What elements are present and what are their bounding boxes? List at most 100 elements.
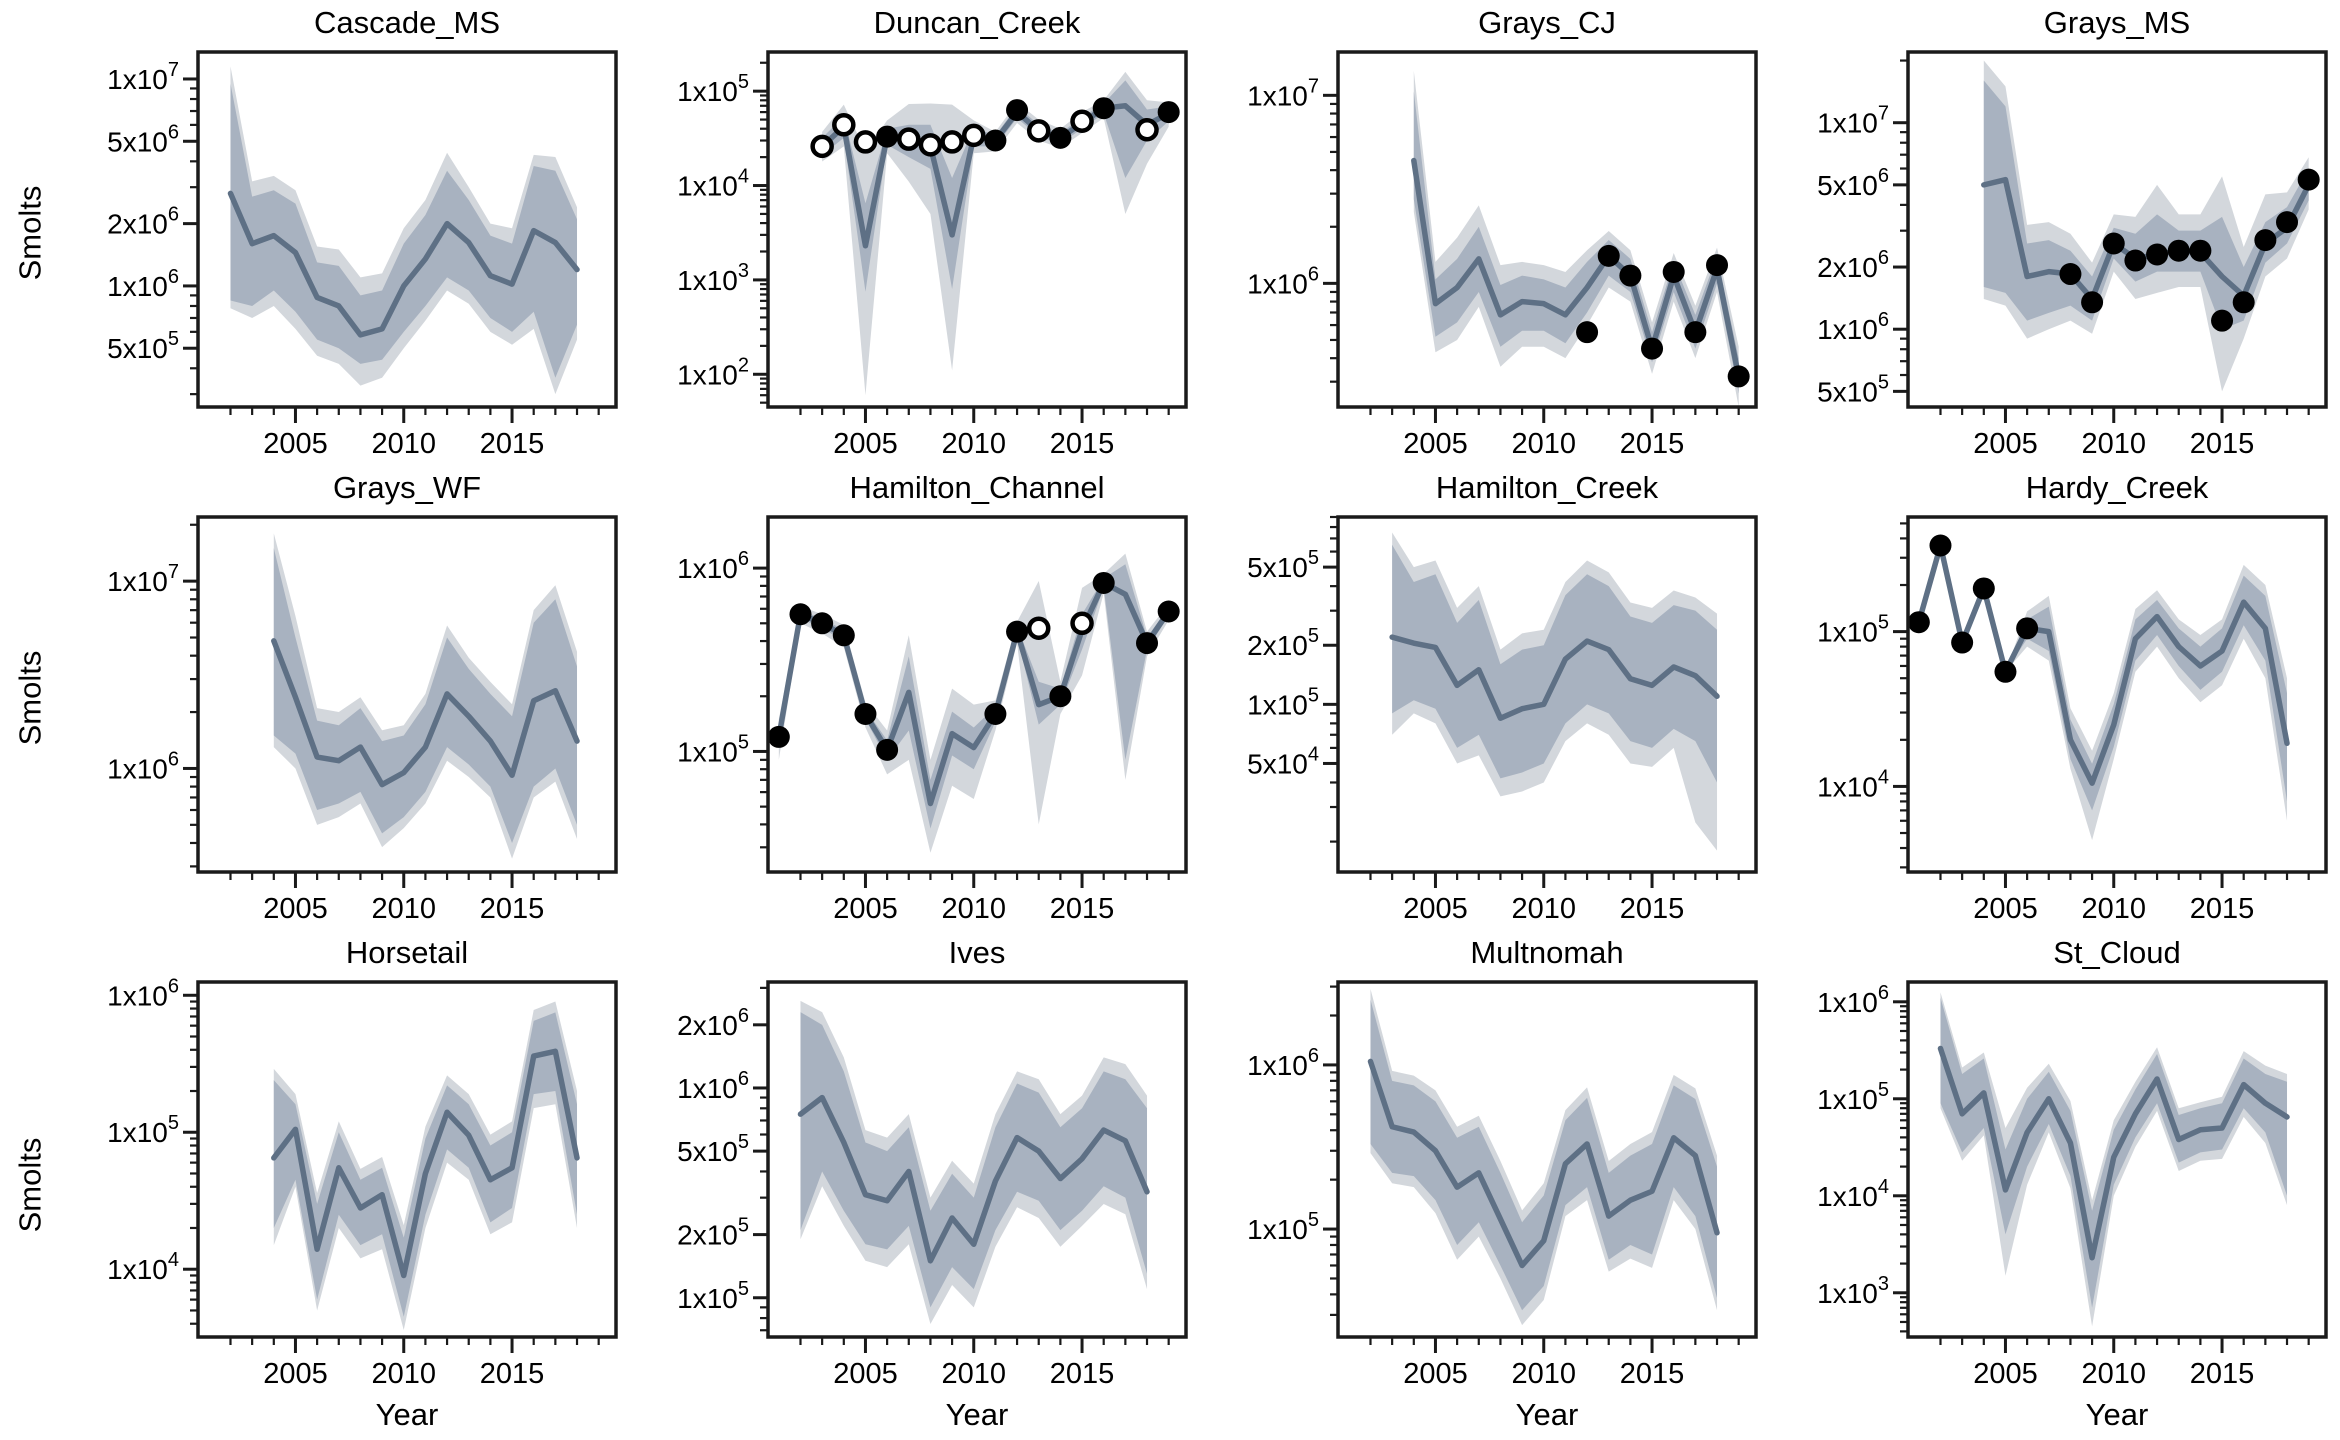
observed-point-filled [2167,239,2190,262]
estimate-line [1981,176,2312,302]
observed-point-filled [2276,211,2299,234]
panel-border [1906,980,2328,1339]
credible-ribbon [273,548,578,843]
observed-point-open [1026,119,1051,143]
observed-point-open [918,133,943,157]
observed-point-filled [832,624,855,647]
y-tick-label: 1x107 [1817,103,1889,139]
panel-horsetail: 1x106 1x105 1x104 2005 2010 2015 Horsetail Year [60,930,630,1440]
panel-hardy-creek: 1x105 1x104 2005 2010 2015 Hardy_Creek [1770,465,2340,930]
observed-point-filled [1006,620,1029,643]
chart-Hardy_Creek: 1x105 1x104 2005 2010 2015 Hardy_Creek [1817,470,2328,925]
plot-area [776,553,1172,853]
y-tick-label: 1x106 [1817,309,1889,345]
plot-area [227,66,580,395]
panel-title: Ives [949,935,1006,970]
observed-point-filled [876,738,899,761]
panel-title: Grays_CJ [1478,5,1616,40]
observed-point-open [810,134,834,159]
x-tick-label: 2005 [1403,428,1468,460]
credible-ribbon [230,83,578,378]
y-tick-label: 2x106 [107,204,179,240]
credible-ribbon [800,1012,1148,1308]
plot-area [1981,60,2312,392]
smolts-label: Smolts [12,650,47,745]
panel-border [196,980,618,1339]
chart-Grays_WF: 1x107 1x106 2005 2010 2015 Grays_WF [107,470,618,925]
observed-point-open [1070,109,1094,133]
y-tick-label: 1x103 [677,260,749,296]
credible-ribbon [1918,545,2288,841]
plot-area [271,1001,580,1330]
panel-border [1336,980,1758,1339]
panel-border [766,980,1188,1339]
y-tick-label: 1x107 [107,59,179,95]
observed-point-open [1070,611,1094,636]
credible-ribbon [1413,70,1739,407]
observed-point-filled [1727,365,1750,388]
x-tick-label: 2010 [941,1358,1006,1390]
observed-point-open [962,123,986,148]
x-tick-label: 2005 [1403,893,1468,925]
x-axis-label: Year [2086,1397,2149,1432]
chart-Grays_MS: 1x107 5x106 2x106 1x106 5x105 2005 2010 2015 Gra… [1817,5,2328,460]
observed-point-filled [2146,243,2169,266]
panel-title: St_Cloud [2053,935,2181,970]
y-tick-label: 1x102 [677,354,749,390]
y-tick-label: 1x106 [1247,263,1319,299]
y-tick-label: 2x106 [677,1005,749,1041]
y-tick-label: 1x105 [677,71,749,107]
observed-point-filled [2189,239,2212,262]
panel-multnomah: 1x106 1x105 2005 2010 2015 Multnomah Year [1200,930,1770,1440]
credible-ribbon [1370,999,1718,1311]
plot-area [1389,532,1720,851]
observed-point-open [1135,118,1159,142]
observed-point-open [1026,616,1051,640]
x-tick-label: 2015 [1620,893,1685,925]
plot-area [797,1000,1150,1324]
x-tick-label: 2015 [1620,1358,1685,1390]
y-tick-label: 2x105 [677,1215,749,1251]
panel-border [1336,515,1758,874]
x-tick-label: 2015 [480,893,545,925]
plot-area [1937,992,2290,1327]
y-tick-label: 1x105 [1817,612,1889,648]
x-tick-label: 2005 [833,428,898,460]
y-tick-label: 5x106 [1817,165,1889,201]
x-tick-label: 2010 [941,428,1006,460]
observed-point-filled [2059,263,2082,286]
y-tick-label: 1x107 [107,561,179,597]
y-tick-label: 1x105 [1817,1079,1889,1115]
observed-point-filled [1049,126,1072,149]
observed-point-filled [1006,99,1029,122]
panel-hamilton-channel: 1x106 1x105 2005 2010 2015 Hamilton_Channel [630,465,1200,930]
y-tick-label: 1x104 [107,1249,179,1285]
chart-St_Cloud: 1x106 1x105 1x104 1x103 2005 2010 2015 St_Cloud… [1817,935,2328,1432]
observed-point-filled [1092,97,1115,120]
observed-point-filled [1951,631,1974,654]
x-tick-label: 2005 [263,1358,328,1390]
estimate-line [271,1048,580,1279]
panel-title: Duncan_Creek [874,5,1081,40]
x-tick-label: 2015 [2190,893,2255,925]
credible-ribbon [778,564,1169,829]
observed-point-filled [1597,244,1620,267]
observed-point-filled [2016,617,2039,640]
y-tick-label: 1x104 [1817,1176,1889,1212]
y-tick-label: 1x104 [677,166,749,202]
observed-point-filled [811,612,834,635]
x-tick-label: 2015 [480,428,545,460]
panel-border [196,50,618,409]
estimate-line [227,190,580,338]
estimate-line [271,638,580,788]
x-tick-label: 2010 [1511,893,1576,925]
y-tick-label: 1x106 [1247,1045,1319,1081]
chart-Grays_CJ: 1x107 1x106 2005 2010 2015 Grays_CJ [1247,5,1758,460]
credible-ribbon [1392,544,1718,783]
smolts-label: Smolts [12,185,47,280]
observed-point-filled [1706,254,1729,277]
y-tick-label: 5x105 [107,328,179,364]
panel-title: Hamilton_Channel [849,470,1104,505]
panel-border [766,515,1188,874]
